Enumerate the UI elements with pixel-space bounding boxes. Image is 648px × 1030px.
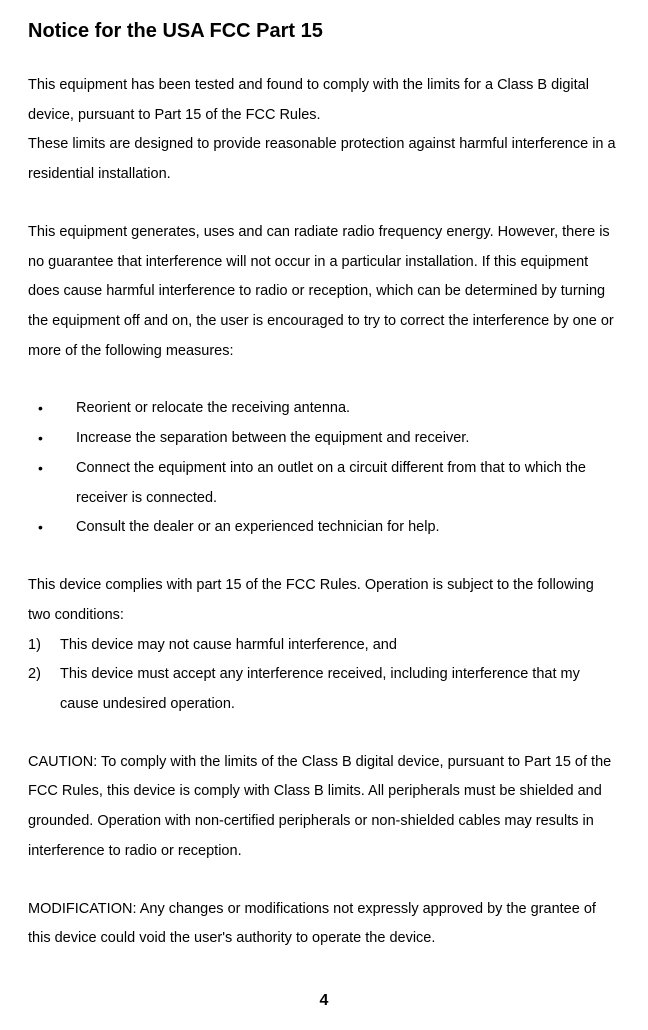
paragraph-caution: CAUTION: To comply with the limits of th… (28, 748, 620, 867)
list-item: Connect the equipment into an outlet on … (28, 454, 620, 513)
list-item: Consult the dealer or an experienced tec… (28, 513, 620, 543)
paragraph-modification: MODIFICATION: Any changes or modificatio… (28, 895, 620, 954)
list-number: 2) (28, 660, 41, 690)
page-title: Notice for the USA FCC Part 15 (28, 20, 620, 43)
measures-list: Reorient or relocate the receiving anten… (28, 394, 620, 543)
caution-block: CAUTION: To comply with the limits of th… (28, 748, 620, 867)
paragraph-intro-b: These limits are designed to provide rea… (28, 130, 620, 189)
intro-block: This equipment has been tested and found… (28, 71, 620, 190)
list-item: Reorient or relocate the receiving anten… (28, 394, 620, 424)
interference-block: This equipment generates, uses and can r… (28, 218, 620, 367)
page-number: 4 (0, 992, 648, 1010)
list-text: This device must accept any interference… (60, 666, 580, 712)
list-item: 1) This device may not cause harmful inte… (28, 631, 620, 661)
list-item: 2) This device must accept any interferen… (28, 660, 620, 719)
list-text: This device may not cause harmful interf… (60, 637, 397, 653)
list-number: 1) (28, 631, 41, 661)
paragraph-intro-a: This equipment has been tested and found… (28, 71, 620, 130)
list-item: Increase the separation between the equi… (28, 424, 620, 454)
conditions-list: 1) This device may not cause harmful inte… (28, 631, 620, 720)
paragraph-interference: This equipment generates, uses and can r… (28, 218, 620, 367)
modification-block: MODIFICATION: Any changes or modificatio… (28, 895, 620, 954)
conditions-intro: This device complies with part 15 of the… (28, 571, 620, 630)
